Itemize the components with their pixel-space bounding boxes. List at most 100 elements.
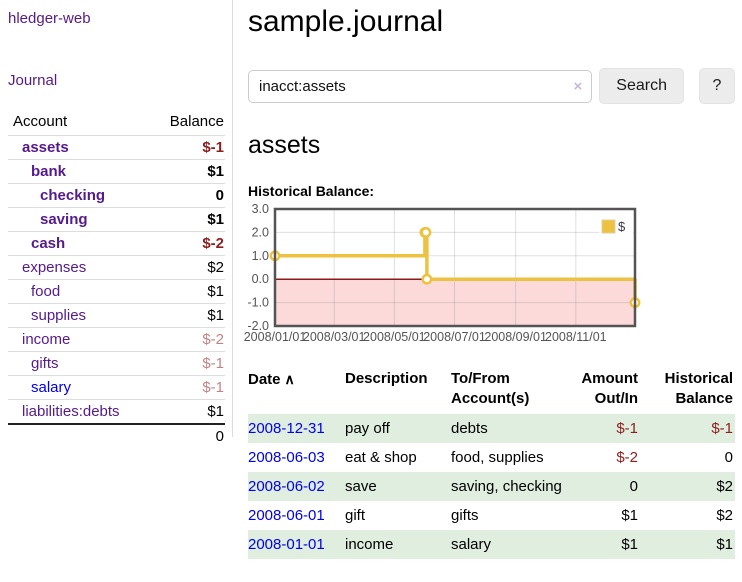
data-point-marker [420, 226, 432, 238]
help-button[interactable]: ? [698, 68, 735, 104]
x-tick-label: 2008/11/01 [545, 330, 607, 344]
register-header-accounts: To/From Account(s) [451, 370, 530, 407]
transaction-accounts: saving, checking [451, 478, 562, 495]
transaction-accounts: salary [451, 536, 492, 553]
sidebar-account-link-liabilities-debts[interactable]: liabilities:debts [22, 403, 120, 420]
accounts-total-value: 0 [215, 428, 224, 445]
transaction-date-link[interactable]: 2008-12-31 [248, 420, 325, 437]
account-balance: $1 [207, 211, 224, 228]
sidebar-account-link-income[interactable]: income [22, 331, 71, 348]
nav-journal-link[interactable]: Journal [8, 72, 58, 89]
chart-title: Historical Balance: [248, 183, 375, 199]
historical-balance-chart[interactable]: 3.0 2.0 1.0 0.0 -1.0 -2.0 2008/01/01 2008/03/01… [244, 202, 735, 346]
accounts-total-spacer [8, 424, 149, 448]
x-tick-label: 2008/01/01 [244, 330, 307, 344]
sidebar-account-link-salary[interactable]: salary [31, 379, 72, 396]
search-button[interactable]: Search [599, 68, 684, 104]
account-balance: $1 [207, 403, 224, 420]
transaction-description: pay off [345, 420, 390, 437]
sidebar-account-link-checking[interactable]: checking [40, 187, 106, 204]
account-balance: $1 [207, 307, 224, 324]
account-row: salary $-1 [8, 375, 225, 400]
account-balance: $-2 [202, 331, 224, 348]
account-row: food $1 [8, 279, 225, 304]
transaction-row: 2008-12-31 pay off debts $-1 $-1 [248, 414, 735, 443]
transaction-amount: 0 [629, 478, 638, 495]
transaction-description: gift [345, 507, 366, 524]
account-row: expenses $2 [8, 255, 225, 280]
transaction-amount: $1 [621, 536, 638, 553]
page-title: sample.journal [248, 5, 444, 38]
accounts-header-account: Account [13, 113, 68, 130]
register-body: 2008-12-31 pay off debts $-1 $-1 2008-06-03 ea… [248, 414, 735, 559]
sidebar: hledger-web Journal Account Balance asse… [0, 0, 233, 445]
x-tick-label: 2008/05/01 [363, 330, 426, 344]
transaction-description: eat & shop [345, 449, 417, 466]
register-header-date[interactable]: Date ∧ [248, 371, 295, 388]
transaction-balance: $2 [716, 507, 733, 524]
account-row: saving $1 [8, 207, 225, 232]
transaction-date-link[interactable]: 2008-01-01 [248, 536, 325, 553]
account-heading: assets [248, 131, 321, 159]
legend-swatch [601, 219, 616, 234]
sidebar-account-link-bank[interactable]: bank [31, 163, 67, 180]
y-tick-label: -1.0 [247, 296, 269, 310]
account-balance: $-2 [202, 235, 224, 252]
account-balance: 0 [215, 187, 224, 204]
account-row: assets $-1 [8, 135, 225, 160]
search-input[interactable] [249, 70, 592, 102]
transaction-description: save [345, 478, 377, 495]
transaction-row: 2008-01-01 income salary $1 $1 [248, 530, 735, 559]
clear-search-icon[interactable]: × [573, 77, 583, 95]
account-balance: $-1 [202, 139, 224, 156]
transaction-accounts: food, supplies [451, 449, 544, 466]
sidebar-account-link-cash[interactable]: cash [31, 235, 66, 252]
x-tick-label: 2008/09/01 [484, 330, 547, 344]
transaction-accounts: debts [451, 420, 488, 437]
account-balance: $-1 [202, 355, 224, 372]
legend-label: $ [618, 219, 626, 234]
transaction-date-link[interactable]: 2008-06-02 [248, 478, 325, 495]
search-box: × [248, 69, 593, 103]
transaction-balance: 0 [724, 449, 733, 466]
transaction-description: income [345, 536, 394, 553]
sidebar-account-link-food[interactable]: food [31, 283, 61, 300]
sidebar-account-link-supplies[interactable]: supplies [31, 307, 87, 324]
app-brand-link[interactable]: hledger-web [8, 10, 91, 27]
transaction-row: 2008-06-02 save saving, checking 0 $2 [248, 472, 735, 501]
accounts-header-balance: Balance [169, 113, 224, 130]
y-tick-label: 1.0 [252, 249, 269, 263]
transaction-balance: $2 [716, 478, 733, 495]
account-balance: $-1 [202, 379, 224, 396]
account-row: supplies $1 [8, 303, 225, 328]
transaction-date-link[interactable]: 2008-06-03 [248, 449, 325, 466]
data-point-marker [421, 273, 433, 285]
account-row: checking 0 [8, 183, 225, 208]
account-row: income $-2 [8, 327, 225, 352]
x-tick-label: 2008/07/01 [423, 330, 486, 344]
transaction-balance: $1 [716, 536, 733, 553]
accounts-body: assets $-1 bank $1 checking 0 saving $1 cash $-2 e… [8, 135, 225, 425]
account-row: bank $1 [8, 159, 225, 184]
register-table: Date ∧ Description To/From Account(s) Amo… [248, 367, 735, 559]
transaction-row: 2008-06-03 eat & shop food, supplies $-2 0 [248, 443, 735, 472]
transaction-amount: $1 [621, 507, 638, 524]
sidebar-account-link-expenses[interactable]: expenses [22, 259, 87, 276]
sidebar-account-link-saving[interactable]: saving [40, 211, 88, 228]
sidebar-account-link-assets[interactable]: assets [22, 139, 69, 156]
register-header-row: Date ∧ Description To/From Account(s) Amo… [248, 367, 735, 414]
search-form: × Search ? [248, 68, 735, 104]
y-tick-label: 0.0 [252, 272, 269, 286]
account-balance: $2 [207, 259, 224, 276]
transaction-amount: $-1 [616, 420, 638, 437]
x-tick-label: 2008/03/01 [303, 330, 366, 344]
transaction-accounts: gifts [451, 507, 479, 524]
main-content: sample.journal × Search ? assets Histori… [244, 0, 735, 559]
accounts-total-row: 0 [8, 424, 225, 448]
transaction-date-link[interactable]: 2008-06-01 [248, 507, 325, 524]
sort-ascending-icon: ∧ [284, 371, 295, 387]
y-tick-label: 2.0 [252, 225, 269, 239]
sidebar-account-link-gifts[interactable]: gifts [31, 355, 59, 372]
chart-canvas[interactable]: 3.0 2.0 1.0 0.0 -1.0 -2.02008/01/012008/03/01… [244, 202, 641, 346]
y-tick-label: 3.0 [252, 202, 269, 216]
